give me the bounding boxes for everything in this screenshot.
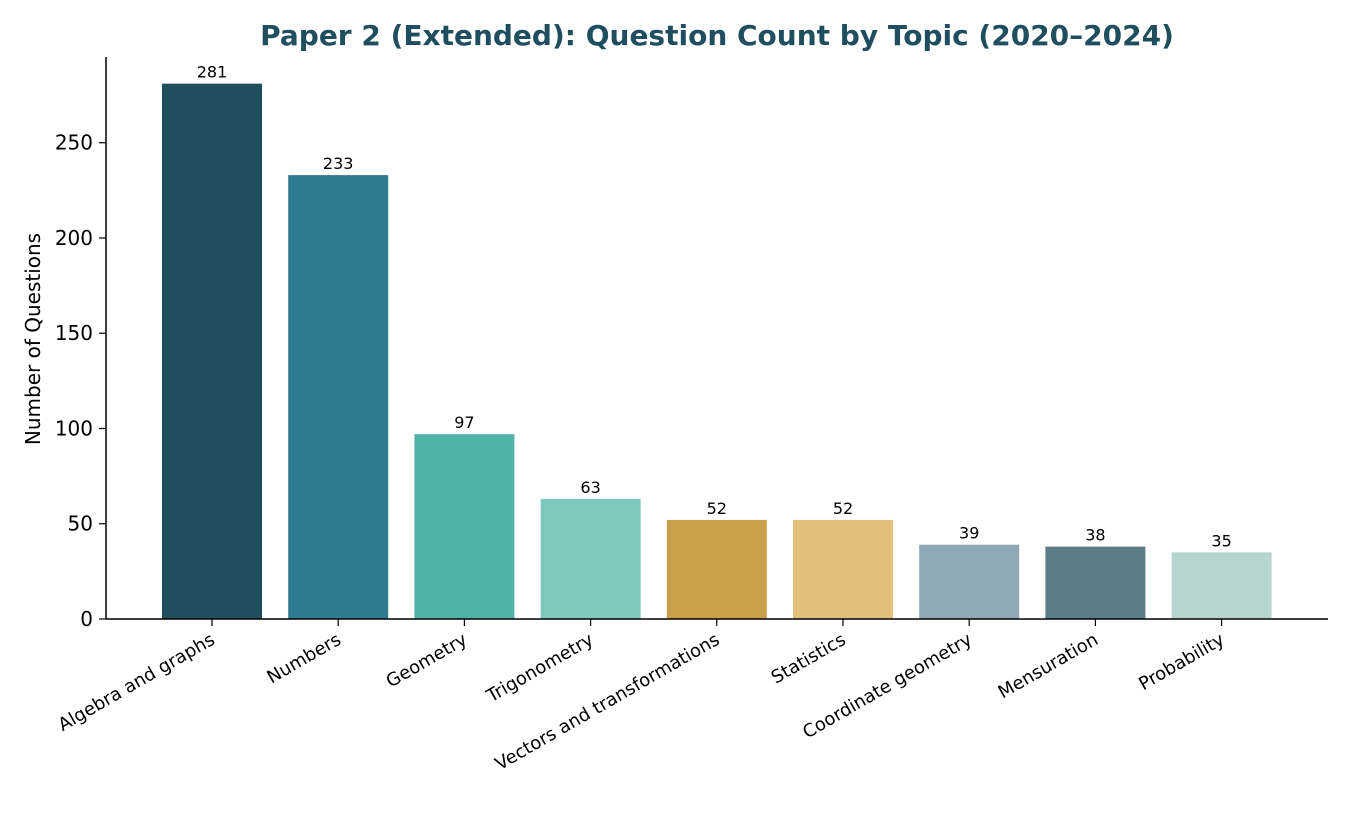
y-tick-label: 150 — [55, 321, 93, 345]
bar — [1171, 552, 1272, 619]
bar — [414, 434, 515, 619]
x-tick-label: Vectors and transformations — [492, 629, 723, 775]
data-labels-group: 281 233 97 63 52 52 39 38 35 — [197, 63, 1232, 551]
bar — [1045, 546, 1146, 619]
x-tick-label: Trigonometry — [482, 629, 597, 708]
y-tick-label: 0 — [80, 607, 93, 631]
x-tick-label: Algebra and graphs — [55, 629, 219, 736]
x-tick-label: Geometry — [383, 629, 472, 692]
bar-value-label: 52 — [707, 499, 727, 518]
bar — [288, 175, 389, 620]
y-axis-label: Number of Questions — [21, 233, 45, 445]
y-tick-label: 200 — [55, 226, 93, 250]
bar-value-label: 233 — [323, 154, 354, 173]
x-tick-label: Mensuration — [995, 629, 1102, 703]
bar — [162, 83, 262, 619]
y-tick-label: 100 — [55, 416, 93, 440]
bar-value-label: 97 — [454, 413, 474, 432]
x-tick-label: Probability — [1135, 629, 1228, 695]
bars-group — [162, 83, 1272, 620]
bar-value-label: 63 — [580, 478, 600, 497]
bar — [919, 544, 1020, 619]
x-axis-ticks: Algebra and graphs Numbers Geometry Trigono… — [55, 619, 1228, 775]
y-tick-label: 50 — [68, 512, 93, 536]
y-tick-label: 250 — [55, 131, 93, 155]
chart-title: Paper 2 (Extended): Question Count by To… — [260, 19, 1174, 52]
bar-value-label: 38 — [1085, 526, 1105, 545]
bar-value-label: 281 — [197, 63, 228, 82]
bar — [793, 519, 893, 619]
bar — [666, 519, 767, 619]
x-tick-label: Numbers — [263, 629, 344, 688]
bar-value-label: 35 — [1211, 531, 1231, 550]
bar-value-label: 39 — [959, 524, 979, 543]
bar — [540, 498, 641, 619]
bar-value-label: 52 — [833, 499, 853, 518]
y-axis-ticks: 0 50 100 150 200 250 — [55, 131, 106, 631]
x-tick-label: Statistics — [768, 629, 850, 688]
